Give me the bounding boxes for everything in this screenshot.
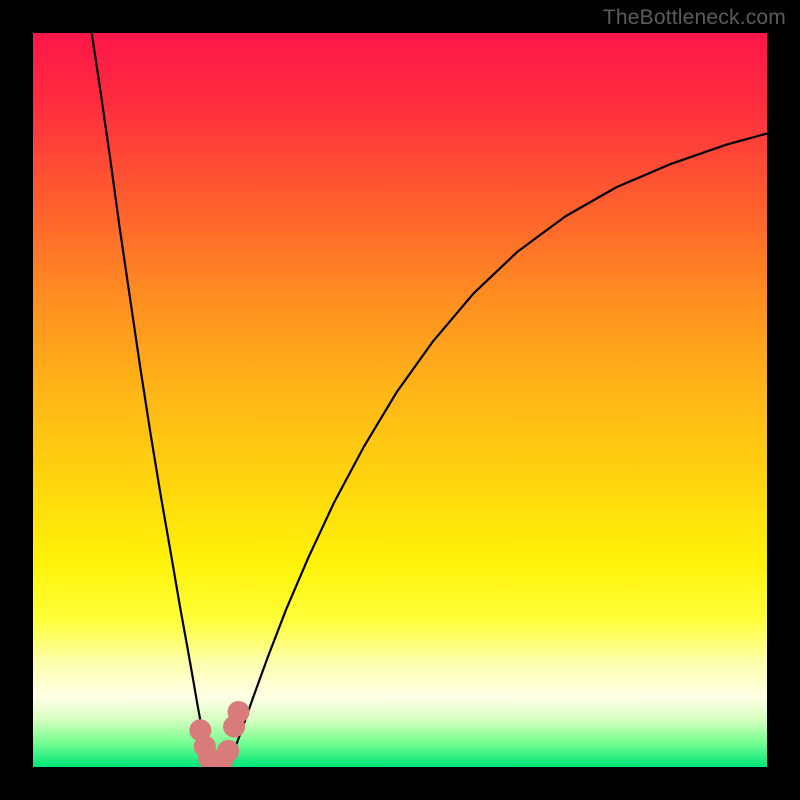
marker-dot <box>217 740 239 762</box>
curve-left <box>92 33 209 758</box>
plot-area <box>33 33 767 767</box>
chart-frame: TheBottleneck.com <box>0 0 800 800</box>
watermark-text: TheBottleneck.com <box>603 6 786 30</box>
curve-right <box>231 134 767 759</box>
curve-layer <box>33 33 767 767</box>
marker-dot <box>228 701 250 723</box>
